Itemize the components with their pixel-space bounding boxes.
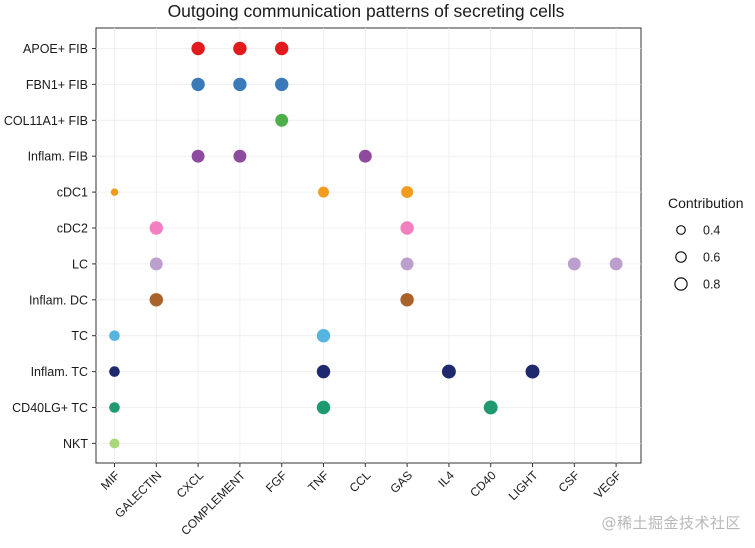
x-tick-label: FGF — [263, 468, 290, 495]
legend-label: 0.8 — [703, 278, 720, 292]
data-point — [109, 366, 120, 377]
data-point — [191, 77, 205, 92]
data-point — [149, 257, 163, 271]
data-point — [525, 364, 540, 379]
y-tick-label: cDC2 — [57, 222, 88, 236]
plot-panel — [95, 27, 642, 464]
data-point — [275, 113, 289, 127]
data-point — [191, 149, 205, 163]
y-tick-label: Inflam. FIB — [28, 150, 88, 164]
y-tick-label: LC — [72, 257, 88, 271]
x-tick-label: IL4 — [435, 468, 457, 490]
grid-layer — [96, 28, 641, 463]
data-point — [483, 400, 498, 415]
y-tick-label: TC — [71, 329, 88, 343]
data-point — [400, 221, 414, 235]
data-point — [316, 329, 331, 343]
x-tick-label: VEGF — [591, 468, 624, 501]
data-point — [275, 77, 289, 92]
data-point — [110, 188, 119, 196]
data-point — [609, 257, 623, 271]
y-tick-label: Inflam. DC — [29, 293, 88, 307]
x-tick-label: GAS — [387, 468, 415, 496]
x-tick-label: MIF — [98, 468, 123, 493]
y-tick-label: CD40LG+ TC — [12, 401, 88, 415]
data-point — [233, 41, 247, 56]
data-point — [441, 364, 456, 379]
data-point — [400, 257, 414, 271]
data-point — [358, 149, 372, 163]
data-point — [401, 186, 414, 199]
legend-entries: 0.4 0.6 0.8 — [674, 224, 720, 292]
data-point — [191, 41, 205, 56]
legend: Contribution 0.4 0.6 0.8 — [668, 195, 744, 292]
data-point — [318, 186, 329, 198]
y-tick-label: Inflam. TC — [31, 365, 88, 379]
data-point — [233, 149, 247, 163]
x-tick-label: LIGHT — [506, 468, 541, 503]
x-tick-label: CD40 — [467, 468, 499, 500]
data-point — [109, 330, 120, 342]
points-layer — [109, 41, 623, 449]
data-point — [109, 402, 120, 413]
chart-title: Outgoing communication patterns of secre… — [168, 1, 565, 21]
x-tick-label: TNF — [305, 468, 331, 494]
data-point — [567, 257, 581, 271]
x-tick-label: CCL — [347, 468, 374, 495]
watermark: @稀土掘金技术社区 — [601, 514, 741, 532]
data-point — [400, 293, 414, 307]
y-tick-label: FBN1+ FIB — [26, 78, 88, 92]
data-point — [149, 221, 163, 235]
legend-symbol — [676, 225, 686, 235]
legend-label: 0.6 — [703, 251, 720, 265]
y-axis: APOE+ FIB FBN1+ FIB COL11A1+ FIB Inflam. FI… — [4, 42, 96, 451]
data-point — [275, 41, 289, 56]
legend-title: Contribution — [668, 195, 744, 211]
x-tick-label: CXCL — [174, 468, 207, 501]
y-tick-label: cDC1 — [57, 186, 88, 200]
x-tick-label: CSF — [556, 468, 583, 495]
data-point — [149, 293, 163, 307]
y-tick-label: COL11A1+ FIB — [4, 114, 88, 128]
legend-symbol — [675, 251, 687, 263]
y-tick-label: NKT — [63, 437, 88, 451]
legend-symbol — [674, 277, 688, 291]
data-point — [316, 400, 331, 415]
data-point — [109, 438, 120, 449]
data-point — [233, 77, 247, 92]
legend-label: 0.4 — [703, 224, 720, 238]
data-point — [316, 364, 331, 379]
y-tick-label: APOE+ FIB — [23, 42, 88, 56]
